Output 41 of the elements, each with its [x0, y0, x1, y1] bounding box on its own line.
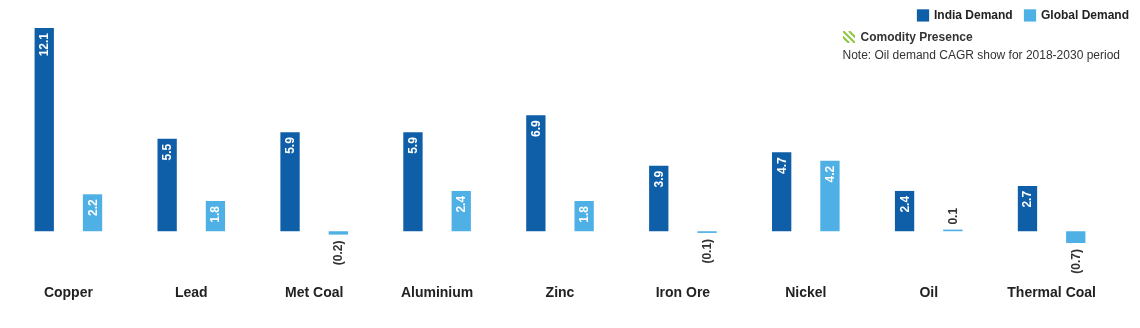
bar [328, 231, 348, 235]
bar [649, 165, 669, 232]
x-tick-label: Met Coal [285, 283, 344, 300]
data-label: (0.1) [700, 238, 715, 264]
data-label: 0.1 [945, 207, 960, 225]
data-label: 1.8 [577, 205, 592, 223]
bar [1066, 231, 1086, 243]
data-label: 2.7 [1020, 190, 1035, 208]
bar [280, 132, 300, 232]
x-tick-label: Oil [919, 283, 939, 300]
x-tick-label: Copper [43, 283, 94, 300]
x-tick-label: Iron Ore [655, 283, 711, 300]
data-label: 4.2 [822, 165, 837, 183]
x-tick-label: Lead [174, 283, 208, 300]
data-label: 4.7 [774, 156, 789, 174]
annotation: Comodity Presence [860, 30, 973, 44]
x-tick-label: Nickel [785, 283, 827, 300]
data-label: 3.9 [651, 170, 666, 188]
legend-label: India Demand [934, 8, 1013, 23]
data-label: 5.9 [283, 136, 298, 154]
x-tick-label: Zinc [545, 283, 575, 300]
data-label: 5.5 [160, 143, 175, 161]
bar [34, 28, 54, 232]
bar [772, 152, 792, 232]
data-label: 2.4 [897, 195, 912, 213]
data-label: (0.7) [1068, 249, 1083, 274]
x-tick-label: Thermal Coal [1007, 283, 1096, 300]
legend-label: Global Demand [1041, 8, 1130, 23]
data-label: 6.9 [528, 120, 543, 138]
x-tick-label: Aluminium [400, 283, 474, 300]
data-label: (0.2) [331, 240, 346, 266]
bar [526, 115, 546, 232]
data-label: 2.4 [454, 195, 469, 213]
annotation: Note: Oil demand CAGR show for 2018-2030 period [842, 48, 1120, 62]
data-label: 12.1 [37, 32, 52, 57]
bar [820, 160, 840, 232]
data-label: 1.8 [208, 205, 223, 223]
data-label: 5.9 [405, 136, 420, 154]
bar [157, 138, 177, 232]
bar [403, 132, 423, 232]
data-label: 2.2 [85, 198, 100, 216]
